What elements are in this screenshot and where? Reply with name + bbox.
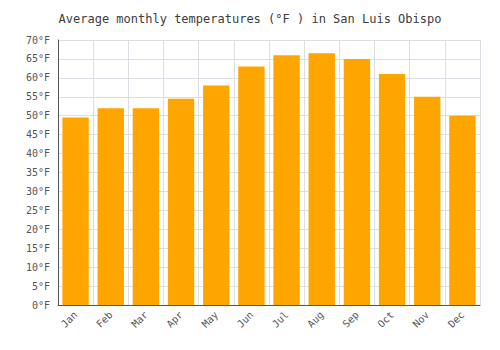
svg-text:May: May	[200, 309, 221, 330]
svg-text:Aug: Aug	[305, 309, 326, 330]
svg-text:65°F: 65°F	[26, 53, 50, 64]
svg-text:70°F: 70°F	[26, 35, 50, 46]
svg-text:Jun: Jun	[235, 309, 256, 330]
svg-text:Feb: Feb	[94, 309, 115, 330]
svg-text:Mar: Mar	[129, 309, 150, 330]
svg-text:Sep: Sep	[340, 309, 361, 330]
svg-text:Dec: Dec	[446, 309, 467, 330]
svg-text:55°F: 55°F	[26, 91, 50, 102]
svg-text:Nov: Nov	[411, 309, 432, 330]
svg-text:30°F: 30°F	[26, 186, 50, 197]
svg-text:25°F: 25°F	[26, 205, 50, 216]
svg-text:40°F: 40°F	[26, 148, 50, 159]
svg-text:Apr: Apr	[164, 309, 185, 330]
svg-text:20°F: 20°F	[26, 224, 50, 235]
svg-text:10°F: 10°F	[26, 262, 50, 273]
svg-text:15°F: 15°F	[26, 243, 50, 254]
svg-text:Jul: Jul	[270, 309, 291, 330]
svg-text:50°F: 50°F	[26, 110, 50, 121]
svg-text:60°F: 60°F	[26, 72, 50, 83]
svg-text:Average monthly temperatures (: Average monthly temperatures (°F ) in Sa…	[59, 12, 442, 26]
svg-text:35°F: 35°F	[26, 167, 50, 178]
svg-text:5°F: 5°F	[32, 281, 50, 292]
svg-text:0°F: 0°F	[32, 300, 50, 311]
svg-text:45°F: 45°F	[26, 129, 50, 140]
svg-text:Oct: Oct	[375, 309, 396, 330]
svg-text:Jan: Jan	[59, 309, 80, 330]
